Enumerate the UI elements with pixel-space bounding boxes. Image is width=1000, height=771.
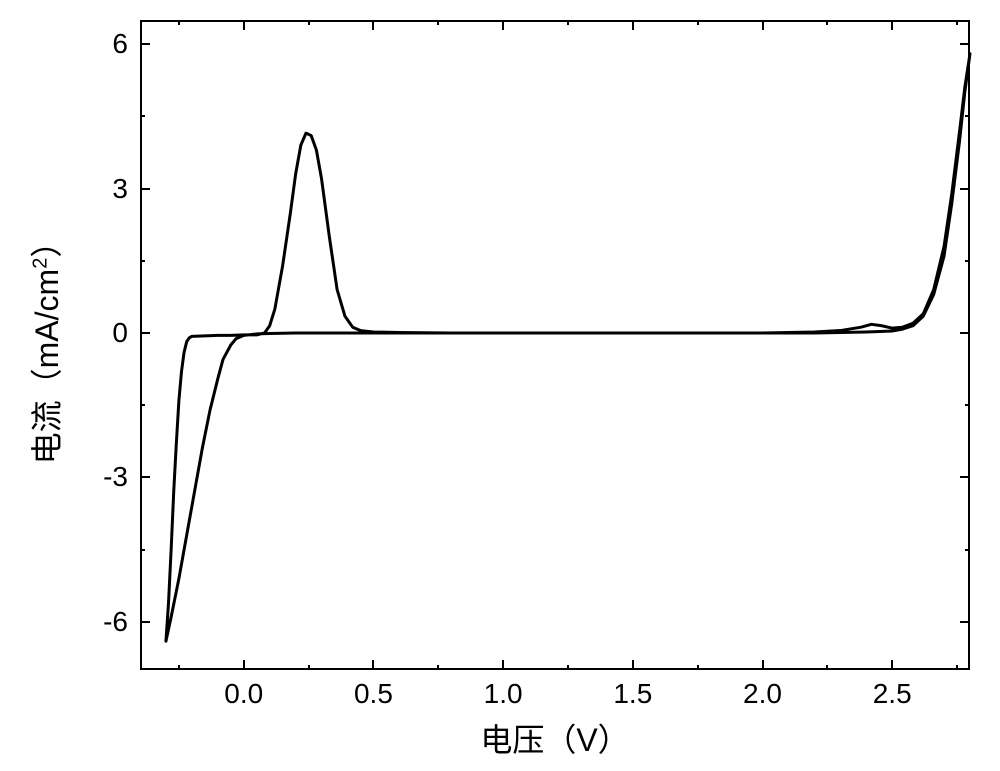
- x-tick-minor: [826, 20, 828, 25]
- y-tick-label: 3: [112, 173, 128, 205]
- curve-svg: [0, 0, 1000, 771]
- x-tick-major: [243, 660, 245, 670]
- y-tick-minor: [965, 404, 970, 406]
- y-tick-major: [960, 476, 970, 478]
- x-tick-major: [891, 20, 893, 30]
- y-tick-major: [140, 621, 150, 623]
- x-tick-minor: [178, 665, 180, 670]
- y-tick-major: [960, 43, 970, 45]
- x-tick-label: 1.0: [484, 678, 523, 710]
- x-tick-major: [632, 660, 634, 670]
- y-tick-minor: [965, 260, 970, 262]
- x-tick-minor: [697, 20, 699, 25]
- x-tick-minor: [826, 665, 828, 670]
- x-tick-major: [762, 20, 764, 30]
- x-tick-major: [502, 20, 504, 30]
- ylabel-suffix: ）: [29, 226, 65, 258]
- x-axis-label: 电压（V）: [480, 715, 629, 761]
- x-tick-minor: [308, 665, 310, 670]
- ylabel-sup: 2: [29, 258, 51, 269]
- x-tick-minor: [567, 20, 569, 25]
- x-tick-minor: [308, 20, 310, 25]
- x-tick-label: 1.5: [613, 678, 652, 710]
- ylabel-prefix: 电流（mA/cm: [29, 269, 65, 465]
- x-tick-label: 2.5: [873, 678, 912, 710]
- x-tick-minor: [567, 665, 569, 670]
- y-tick-major: [960, 188, 970, 190]
- y-tick-minor: [140, 549, 145, 551]
- y-axis-label: 电流（mA/cm2）: [22, 226, 68, 465]
- y-tick-major: [140, 43, 150, 45]
- y-tick-minor: [140, 404, 145, 406]
- x-tick-minor: [437, 20, 439, 25]
- x-tick-label: 0.0: [224, 678, 263, 710]
- y-tick-minor: [140, 260, 145, 262]
- y-tick-minor: [965, 115, 970, 117]
- y-tick-label: -3: [103, 461, 128, 493]
- y-tick-label: 6: [112, 28, 128, 60]
- x-tick-minor: [437, 665, 439, 670]
- x-tick-minor: [697, 665, 699, 670]
- x-tick-major: [632, 20, 634, 30]
- y-tick-minor: [140, 115, 145, 117]
- y-tick-label: -6: [103, 606, 128, 638]
- y-tick-major: [140, 332, 150, 334]
- cv-curve: [166, 54, 970, 641]
- x-tick-minor: [956, 665, 958, 670]
- y-tick-major: [960, 332, 970, 334]
- y-tick-major: [960, 621, 970, 623]
- y-tick-minor: [965, 549, 970, 551]
- x-tick-minor: [956, 20, 958, 25]
- x-tick-major: [372, 660, 374, 670]
- x-tick-major: [372, 20, 374, 30]
- x-tick-major: [502, 660, 504, 670]
- x-tick-major: [762, 660, 764, 670]
- y-tick-label: 0: [112, 317, 128, 349]
- x-tick-label: 0.5: [354, 678, 393, 710]
- x-tick-minor: [178, 20, 180, 25]
- y-tick-major: [140, 188, 150, 190]
- y-tick-major: [140, 476, 150, 478]
- cv-chart: 0.0 0.5 1.0 1.5 2.0 2.5 -6 -3 0 3 6 电压（V） 电流（mA/cm…: [0, 0, 1000, 771]
- x-tick-label: 2.0: [743, 678, 782, 710]
- x-tick-major: [891, 660, 893, 670]
- x-tick-major: [243, 20, 245, 30]
